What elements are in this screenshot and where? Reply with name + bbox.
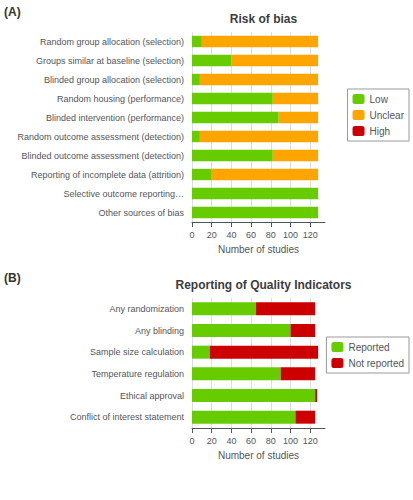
svg-text:Temperature regulation: Temperature regulation (91, 369, 184, 379)
svg-text:0: 0 (189, 436, 194, 446)
svg-text:Blinded outcome assessment (de: Blinded outcome assessment (detection) (21, 151, 184, 161)
svg-text:Random group allocation (selec: Random group allocation (selection) (40, 37, 184, 47)
svg-text:Blinded group allocation (sele: Blinded group allocation (selection) (44, 75, 184, 85)
svg-text:80: 80 (266, 436, 276, 446)
svg-text:Sample size calculation: Sample size calculation (90, 347, 184, 357)
svg-text:120: 120 (303, 436, 318, 446)
svg-text:120: 120 (303, 230, 318, 240)
svg-text:Ethical approval: Ethical approval (120, 391, 184, 401)
svg-text:Number of studies: Number of studies (218, 244, 299, 255)
svg-text:20: 20 (207, 230, 217, 240)
svg-text:Reporting of Quality Indicator: Reporting of Quality Indicators (175, 278, 351, 292)
svg-text:Other sources of bias: Other sources of bias (98, 208, 184, 218)
svg-text:100: 100 (283, 436, 298, 446)
svg-text:Not reported: Not reported (348, 358, 404, 369)
svg-text:Any randomization: Any randomization (109, 304, 184, 314)
svg-text:40: 40 (226, 230, 236, 240)
svg-text:40: 40 (226, 436, 236, 446)
svg-text:Blinded intervention (performa: Blinded intervention (performance) (46, 113, 184, 123)
svg-text:Risk of bias: Risk of bias (230, 12, 298, 26)
svg-text:100: 100 (283, 230, 298, 240)
svg-text:Groups similar at baseline (se: Groups similar at baseline (selection) (36, 56, 184, 66)
svg-text:60: 60 (246, 436, 256, 446)
svg-text:20: 20 (207, 436, 217, 446)
svg-text:60: 60 (246, 230, 256, 240)
svg-text:Unclear: Unclear (370, 110, 405, 121)
svg-text:80: 80 (266, 230, 276, 240)
svg-text:High: High (370, 126, 391, 137)
svg-text:Number of studies: Number of studies (218, 450, 299, 461)
svg-text:Any blinding: Any blinding (135, 326, 184, 336)
svg-text:Reported: Reported (348, 342, 389, 353)
svg-text:Random outcome assessment (det: Random outcome assessment (detection) (17, 132, 184, 142)
svg-text:Low: Low (370, 94, 389, 105)
svg-text:0: 0 (189, 230, 194, 240)
svg-text:(A): (A) (4, 5, 21, 19)
svg-text:Reporting of incomplete data (: Reporting of incomplete data (attrition) (31, 170, 184, 180)
svg-text:Random housing (performance): Random housing (performance) (57, 94, 184, 104)
svg-text:Selective outcome reporting…: Selective outcome reporting… (63, 189, 184, 199)
svg-text:Conflict of interest statement: Conflict of interest statement (70, 412, 185, 422)
svg-text:(B): (B) (4, 271, 21, 285)
